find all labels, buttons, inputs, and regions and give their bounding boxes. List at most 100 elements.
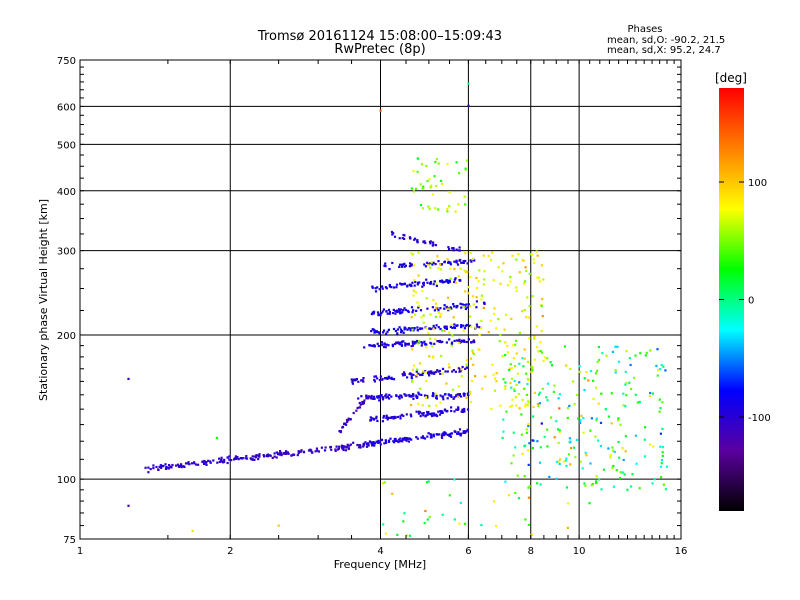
data-point — [523, 309, 526, 312]
data-point — [220, 456, 223, 459]
data-point — [558, 431, 561, 434]
data-point — [430, 261, 433, 264]
data-point — [215, 436, 218, 439]
data-point — [365, 397, 368, 400]
data-point — [483, 302, 486, 305]
data-point — [379, 441, 382, 444]
data-point — [527, 523, 530, 526]
data-point — [499, 404, 502, 407]
data-point — [614, 369, 617, 372]
data-point — [611, 449, 615, 452]
data-point — [367, 397, 370, 400]
data-point — [437, 410, 440, 413]
data-point — [625, 350, 628, 353]
data-point — [570, 447, 573, 450]
data-point — [513, 365, 517, 368]
data-point — [624, 383, 627, 386]
data-point — [471, 351, 475, 354]
data-point — [463, 260, 466, 263]
data-point — [335, 445, 338, 448]
data-point — [382, 331, 385, 334]
data-point — [398, 342, 401, 345]
data-point — [521, 357, 524, 360]
data-point — [509, 276, 512, 279]
data-point — [509, 280, 512, 283]
data-point — [348, 444, 351, 447]
data-point — [537, 393, 541, 396]
data-point — [442, 398, 445, 401]
data-point — [349, 443, 352, 446]
data-point — [435, 184, 438, 188]
data-point — [515, 352, 518, 355]
data-point — [362, 402, 365, 405]
data-point — [320, 446, 323, 449]
data-point — [659, 406, 662, 410]
data-point — [373, 397, 376, 400]
data-point — [388, 312, 391, 315]
data-point — [625, 394, 628, 397]
data-point — [589, 429, 592, 432]
data-point — [364, 441, 367, 444]
data-point — [506, 344, 509, 348]
data-point — [498, 340, 501, 343]
data-point — [510, 367, 513, 370]
data-point — [417, 372, 420, 375]
data-point — [450, 323, 453, 327]
data-point — [455, 259, 458, 262]
data-point — [622, 471, 625, 474]
data-point — [493, 377, 497, 380]
data-point — [187, 461, 190, 464]
data-point — [508, 367, 511, 370]
data-point — [448, 494, 451, 497]
data-point — [458, 342, 461, 345]
data-point — [462, 324, 465, 327]
data-point — [611, 350, 614, 353]
data-point — [186, 462, 189, 465]
data-point — [662, 483, 665, 486]
data-point — [405, 437, 408, 440]
data-point — [403, 373, 406, 377]
data-point — [548, 475, 551, 478]
data-point — [380, 394, 383, 397]
data-point — [443, 307, 446, 310]
data-point — [585, 370, 588, 374]
colorbar-ticks: 100 0 -100 — [719, 178, 771, 424]
data-point — [440, 434, 443, 437]
data-point — [458, 370, 461, 373]
data-point — [428, 207, 431, 210]
data-point — [388, 416, 391, 419]
data-point — [371, 417, 374, 420]
data-point — [558, 407, 561, 410]
data-point — [411, 368, 415, 371]
data-point — [422, 187, 425, 190]
data-point — [545, 396, 548, 399]
data-point — [402, 331, 405, 334]
data-point — [422, 414, 425, 417]
data-point — [376, 311, 380, 314]
data-point — [526, 383, 529, 386]
data-point — [401, 237, 404, 240]
data-point — [457, 339, 460, 342]
data-point — [660, 462, 663, 465]
data-point — [405, 343, 408, 346]
data-point — [171, 463, 174, 467]
data-point — [622, 392, 625, 395]
data-point — [557, 460, 560, 463]
data-point — [576, 393, 579, 396]
data-point — [432, 435, 435, 438]
data-point — [373, 375, 376, 378]
data-point — [441, 513, 444, 516]
data-point — [596, 369, 599, 372]
data-point — [664, 369, 667, 372]
data-point — [509, 405, 512, 408]
data-point — [427, 480, 430, 483]
data-point — [414, 291, 418, 294]
data-point — [449, 435, 453, 438]
data-point — [511, 398, 514, 401]
data-point — [435, 284, 438, 287]
data-point — [515, 286, 518, 289]
data-point — [510, 377, 513, 380]
data-point — [396, 309, 399, 312]
data-point — [201, 460, 204, 464]
data-point — [416, 157, 419, 160]
